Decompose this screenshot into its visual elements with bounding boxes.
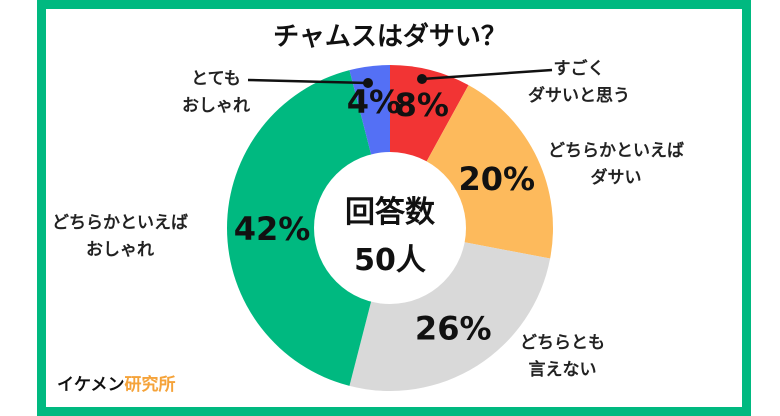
label-very-dasai: すごく ダサいと思う (528, 56, 630, 110)
leader-dot-very-oshare (363, 78, 373, 88)
center-label-title: 回答数 (345, 195, 436, 230)
slice-value-label: 8% (395, 86, 449, 124)
brand-part2: 研究所 (124, 375, 176, 395)
label-line: とても (191, 69, 241, 89)
label-line: 言えない (528, 360, 597, 380)
slice-3 (227, 70, 390, 386)
chart-title: チャムスはダサい？ (273, 22, 507, 52)
leader-line-very-oshare (247, 78, 369, 85)
leader-dot-very-dasai (417, 74, 427, 84)
slice-value-label: 26% (415, 310, 492, 348)
brand-logo: イケメン研究所 (57, 370, 176, 395)
label-neutral: どちらとも 言えない (520, 330, 605, 384)
donut-hole (314, 152, 466, 304)
label-line: どちらかといえば (548, 141, 684, 161)
label-somewhat-oshare: どちらかといえば おしゃれ (52, 210, 188, 264)
label-line: おしゃれ (182, 96, 250, 116)
label-line: ダサいと思う (528, 86, 630, 106)
label-very-oshare: とても おしゃれ (182, 66, 250, 120)
label-line: どちらとも (520, 333, 605, 353)
label-line: おしゃれ (86, 240, 154, 260)
label-line: ダサい (590, 168, 642, 188)
slice-value-label: 4% (347, 83, 401, 121)
brand-part1: イケメン (57, 375, 125, 395)
label-line: すごく (553, 59, 605, 79)
label-somewhat-dasai: どちらかといえば ダサい (548, 138, 684, 192)
slice-value-label: 42% (234, 210, 311, 248)
center-label-count: 50人 (354, 243, 426, 278)
label-line: どちらかといえば (52, 213, 188, 233)
slice-value-label: 20% (458, 160, 535, 198)
leader-line-very-dasai (421, 68, 553, 81)
